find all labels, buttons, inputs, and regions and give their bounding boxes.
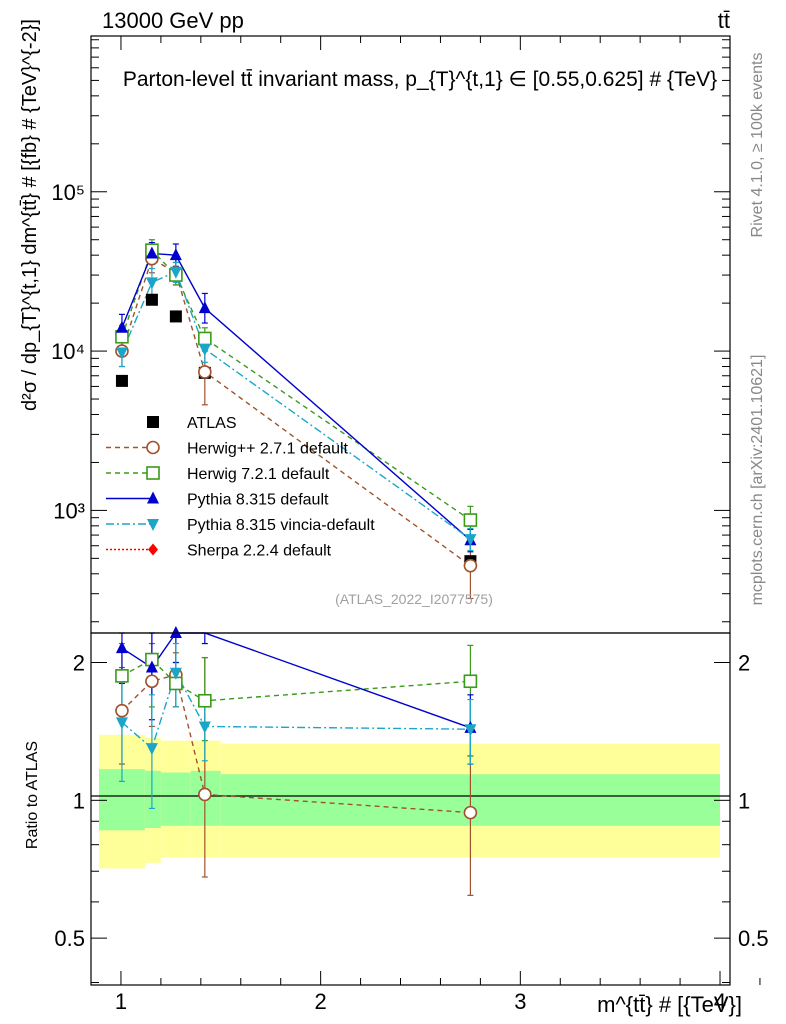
legend-label: Sherpa 2.2.4 default xyxy=(187,543,332,560)
ratio-pythia-point xyxy=(145,660,158,673)
ratio-vincia-point xyxy=(145,743,158,756)
main-plot-panel: 10³ 10⁴ 10⁵ Parton-level tt̄ invariant mas… xyxy=(19,19,731,634)
ratio-pythia-point xyxy=(169,626,182,638)
main-pythia-point xyxy=(115,320,128,333)
ratio-x-tick-label: 1 xyxy=(115,989,127,1014)
main-vincia-point xyxy=(145,277,158,290)
main-y-tick-label: 10³ xyxy=(53,498,85,523)
main-axis-ticks: 10³ 10⁴ 10⁵ xyxy=(51,36,730,623)
legend-marker xyxy=(147,491,159,504)
main-vincia-point xyxy=(464,534,477,547)
main-herwig7-point xyxy=(198,331,212,346)
ratio-y-tick-label-right: 1 xyxy=(738,788,750,813)
ratio-x-tick-label: 2 xyxy=(315,989,327,1014)
ratio-pythia-point xyxy=(115,641,128,654)
legend-marker xyxy=(146,466,160,480)
ratio-herwigpp-point xyxy=(145,674,159,689)
x-axis-label: m^{tt̄} # [{TeV}] xyxy=(597,992,742,1017)
main-y-axis-label: d²σ / dp_{T}^{t,1} dm^{tt̄} # [{fb} # {T… xyxy=(19,19,41,411)
main-pythia-point xyxy=(169,248,182,261)
ratio-x-tick-label: 4 xyxy=(714,989,726,1014)
main-markers-layer xyxy=(115,243,478,573)
ratio-vincia-point xyxy=(198,721,211,734)
ratio-y-tick-label-left: 2 xyxy=(73,651,85,676)
ratio-bands-layer xyxy=(98,734,721,869)
ratio-herwigpp-point xyxy=(115,703,129,718)
legend-marker xyxy=(147,416,159,428)
ratio-x-tick-label: 3 xyxy=(514,989,526,1014)
main-data-point xyxy=(169,310,182,323)
legend-marker xyxy=(146,440,160,455)
ratio-y-tick-label-left: 0.5 xyxy=(54,926,85,951)
ratio-vincia-point xyxy=(169,667,182,680)
side-label-top: Rivet 4.1.0, ≥ 100k events xyxy=(749,53,766,238)
ratio-herwig7-point xyxy=(463,674,478,689)
main-herwigpp-line xyxy=(121,257,471,567)
ratio-markers-layer xyxy=(115,626,478,820)
main-herwigpp-point xyxy=(463,558,478,573)
ratio-y-tick-label-left: 1 xyxy=(73,788,85,813)
ratio-band-inner xyxy=(160,772,191,826)
legend-label: Herwig 7.2.1 default xyxy=(187,466,330,483)
main-vincia-point xyxy=(198,344,211,357)
ratio-frame xyxy=(90,632,731,986)
main-pythia-point xyxy=(198,301,211,314)
ratio-y-tick-label-right: 2 xyxy=(738,651,750,676)
legend-marker xyxy=(148,543,158,556)
ratio-vincia-point xyxy=(464,724,477,737)
legend-label: ATLAS xyxy=(187,415,237,432)
ratio-y-axis-label: Ratio to ATLAS xyxy=(24,741,41,849)
main-data-point xyxy=(115,374,128,387)
ratio-vincia-point xyxy=(115,717,128,730)
side-label-bottom: mcplots.cern.ch [arXiv:2401.10621] xyxy=(749,355,766,606)
ratio-band-inner xyxy=(144,770,161,829)
ratio-herwig7-point xyxy=(115,669,129,683)
ratio-herwig7-point xyxy=(198,693,212,708)
ratio-plot-panel: 0.5 0.5 1 1 2 2 1 2 3 4 Ratio to ATLAS m^{tt̄} # … xyxy=(24,626,769,1017)
header-left-title: 13000 GeV pp xyxy=(102,8,244,33)
main-pythia-point xyxy=(145,246,158,259)
main-y-tick-label: 10⁵ xyxy=(51,180,85,205)
main-herwigpp-point xyxy=(198,365,212,379)
legend-label: Pythia 8.315 default xyxy=(187,492,329,509)
ratio-herwigpp-point xyxy=(463,805,478,820)
ratio-axis-ticks: 0.5 0.5 1 1 2 2 1 2 3 4 xyxy=(54,651,768,1014)
legend: ATLAS Herwig++ 2.7.1 default Herwig 7.2.1 … xyxy=(106,415,375,560)
legend-label: Pythia 8.315 vincia-default xyxy=(187,517,375,534)
legend-marker xyxy=(147,519,159,531)
legend-label: Herwig++ 2.7.1 default xyxy=(187,441,349,458)
ratio-y-tick-label-right: 0.5 xyxy=(738,926,769,951)
main-vincia-point xyxy=(115,347,128,360)
main-y-tick-label: 10⁴ xyxy=(51,339,85,364)
header-right-title: tt̄ xyxy=(718,8,730,33)
analysis-tag: (ATLAS_2022_I2077575) xyxy=(335,591,493,607)
ratio-herwigpp-point xyxy=(198,787,212,802)
main-herwig7-point xyxy=(463,513,478,527)
main-data-point xyxy=(145,293,158,306)
main-vincia-point xyxy=(169,266,182,279)
main-plot-title: Parton-level tt̄ invariant mass, p_{T}^{… xyxy=(123,68,717,91)
